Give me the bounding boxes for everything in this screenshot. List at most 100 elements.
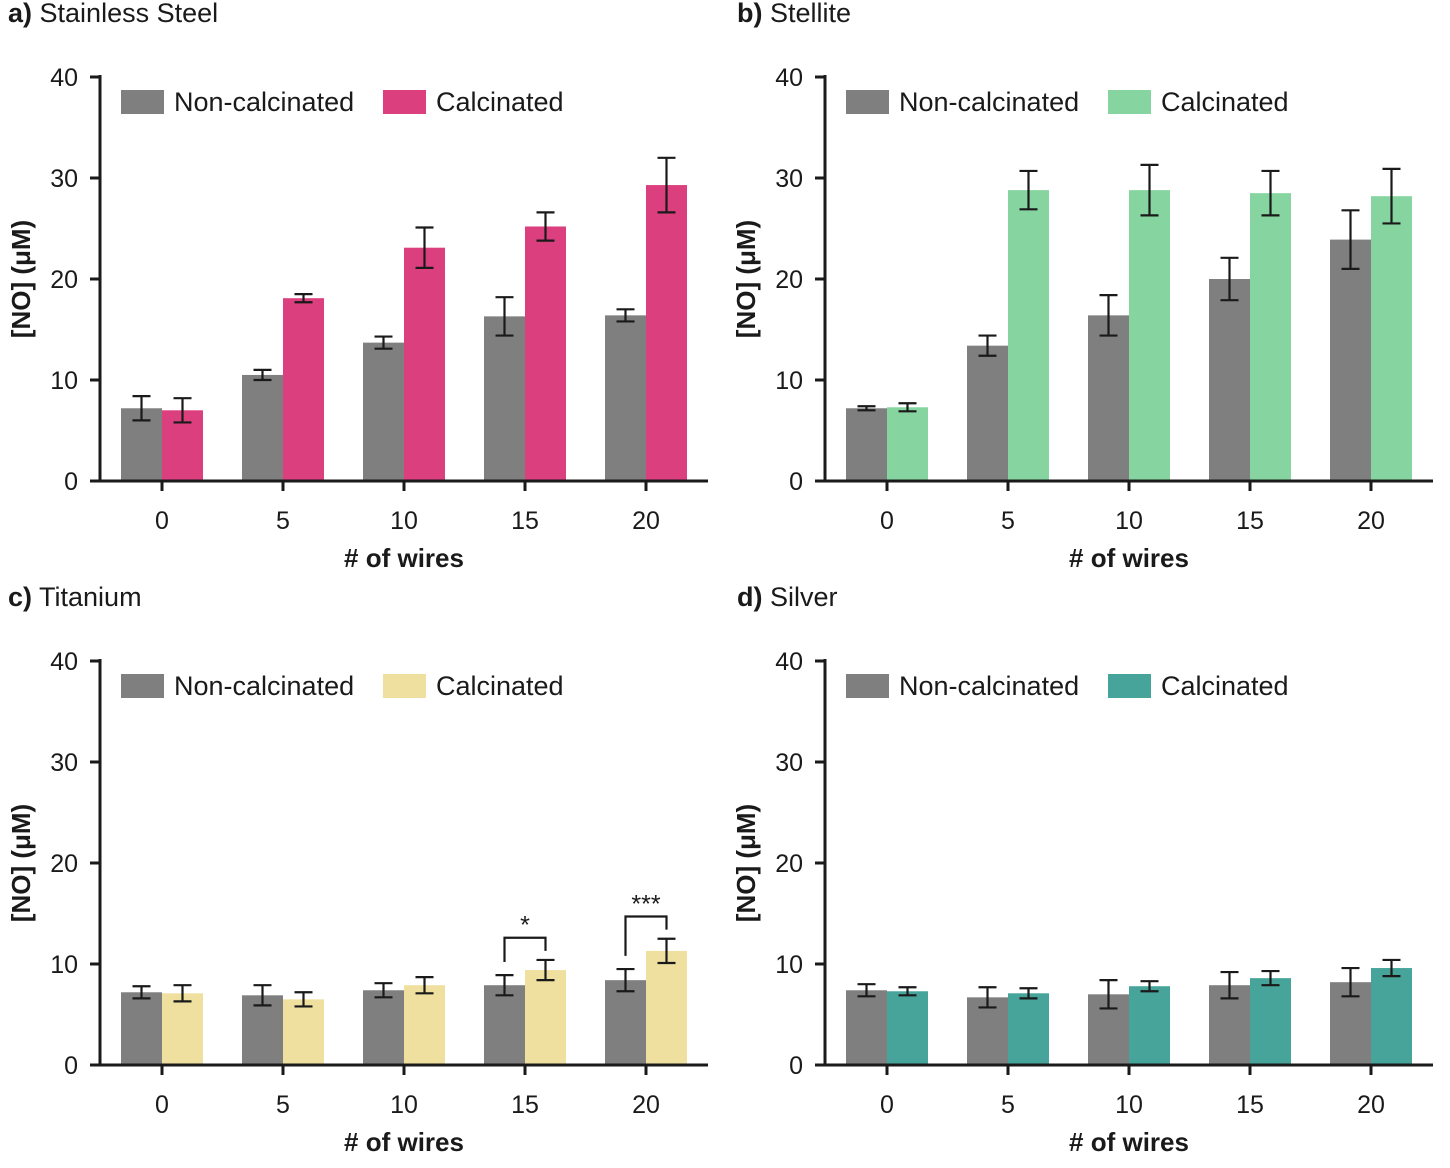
panel-letter: d) (737, 582, 763, 612)
error-bar (1341, 209, 1360, 270)
error-bar (978, 986, 997, 1009)
x-tick-label: 5 (276, 507, 290, 535)
y-axis-title: [NO] (μM) (6, 804, 36, 922)
error-bar (657, 937, 676, 965)
bar-calcinated (404, 985, 445, 1065)
legend-swatch (1108, 674, 1151, 698)
bar-calcinated (887, 991, 928, 1065)
error-bar (294, 991, 313, 1008)
bar-calcinated (1250, 193, 1291, 481)
x-axis-title: # of wires (344, 543, 464, 573)
bar-calcinated (1008, 190, 1049, 481)
panel-titanium: c) Titanium 0 5 10 15 20 * *** 0 10 20 30 40 # of wi… (0, 582, 725, 1168)
error-bar (1019, 169, 1038, 211)
y-tick-label: 30 (50, 165, 78, 193)
error-bar (253, 984, 272, 1007)
legend-swatch (1108, 90, 1151, 114)
y-tick-label: 40 (775, 64, 803, 92)
bar-calcinated (1008, 993, 1049, 1065)
bar-chart-silver: 0 5 10 15 20 0 10 20 30 40 # of wires [NO] (μM) Non-… (731, 648, 1433, 1157)
y-tick-label: 0 (64, 468, 78, 496)
legend-label: Non-calcinated (174, 87, 354, 117)
significance-bracket (624, 915, 668, 956)
bar-non-calcinated (846, 408, 887, 481)
legend: Non-calcinated Calcinated (846, 671, 1289, 701)
bar-calcinated (646, 950, 687, 1065)
x-tick-label: 20 (1357, 1091, 1385, 1119)
x-tick-label: 10 (390, 1091, 418, 1119)
panel-silver: d) Silver 0 5 10 15 20 0 10 20 30 40 # of wires [NO… (725, 582, 1450, 1168)
y-tick-label: 10 (50, 367, 78, 395)
x-tick-label: 15 (1236, 507, 1264, 535)
y-tick-label: 0 (789, 1052, 803, 1080)
x-tick-label: 10 (390, 507, 418, 535)
bar-non-calcinated (967, 997, 1008, 1065)
panel-title: a) Stainless Steel (8, 0, 218, 29)
x-tick-label: 20 (632, 507, 660, 535)
bar-calcinated (1371, 968, 1412, 1065)
bar-non-calcinated (967, 345, 1008, 481)
error-bar (173, 397, 192, 424)
bar-non-calcinated (121, 992, 162, 1065)
error-bar (374, 335, 393, 350)
panel-title-text: Silver (770, 582, 838, 612)
legend-swatch (121, 674, 164, 698)
bar-non-calcinated (605, 315, 646, 481)
y-tick-label: 10 (775, 951, 803, 979)
bar-calcinated (1129, 190, 1170, 481)
x-tick-label: 5 (1001, 507, 1015, 535)
x-tick-label: 5 (276, 1091, 290, 1119)
panel-letter: c) (8, 582, 33, 612)
error-bar (978, 334, 997, 357)
x-tick-label: 0 (880, 1091, 894, 1119)
x-tick-label: 15 (511, 1091, 539, 1119)
bar-calcinated (1371, 196, 1412, 481)
error-bar (898, 986, 917, 997)
error-bar (616, 308, 635, 323)
y-tick-label: 20 (775, 850, 803, 878)
legend-label: Calcinated (436, 671, 564, 701)
error-bar (1220, 970, 1239, 1000)
y-tick-label: 20 (50, 266, 78, 294)
y-tick-label: 40 (50, 648, 78, 676)
legend-swatch (121, 90, 164, 114)
y-tick-label: 0 (64, 1052, 78, 1080)
panel-title-text: Stellite (770, 0, 852, 28)
y-tick-label: 30 (775, 165, 803, 193)
bar-calcinated (1129, 986, 1170, 1065)
error-bar (1019, 987, 1038, 1000)
significance-label: *** (631, 891, 660, 919)
bar-non-calcinated (363, 990, 404, 1065)
bar-non-calcinated (242, 995, 283, 1065)
bar-non-calcinated (484, 316, 525, 481)
bar-calcinated (887, 407, 928, 481)
significance-label: * (520, 912, 530, 940)
panel-title: b) Stellite (737, 0, 851, 29)
legend-swatch (383, 674, 426, 698)
y-axis-title: [NO] (μM) (731, 804, 761, 922)
y-tick-label: 30 (50, 749, 78, 777)
error-bar (1261, 969, 1280, 987)
error-bar (374, 982, 393, 999)
legend-swatch (383, 90, 426, 114)
y-tick-label: 20 (50, 850, 78, 878)
bar-non-calcinated (1088, 315, 1129, 481)
error-bar (132, 395, 151, 422)
error-bar (898, 402, 917, 413)
bar-non-calcinated (242, 374, 283, 481)
error-bar (253, 368, 272, 382)
error-bar (857, 405, 876, 412)
x-tick-label: 20 (1357, 507, 1385, 535)
panel-title-text: Stainless Steel (39, 0, 219, 28)
y-axis-title: [NO] (μM) (6, 220, 36, 338)
bar-chart-stainless-steel: 0 5 10 15 20 0 10 20 30 40 # of wires [NO] (μM) Non-… (6, 64, 708, 573)
bar-calcinated (1250, 978, 1291, 1065)
x-tick-label: 0 (880, 507, 894, 535)
legend-label: Calcinated (1161, 87, 1289, 117)
error-bar (495, 296, 514, 337)
y-tick-label: 40 (775, 648, 803, 676)
bar-calcinated (525, 970, 566, 1065)
bar-non-calcinated (363, 342, 404, 481)
panel-title-text: Titanium (39, 582, 142, 612)
legend-swatch (846, 90, 889, 114)
